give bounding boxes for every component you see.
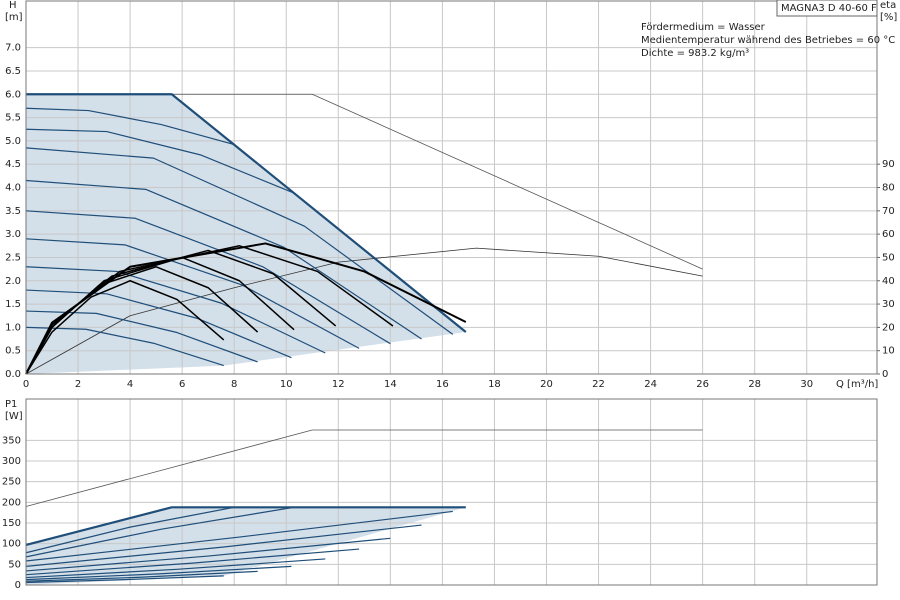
curve	[25, 266, 326, 354]
y-axis-unit: [m]	[5, 12, 23, 23]
operating-area	[26, 507, 466, 585]
x-tick-label: 30	[800, 379, 813, 390]
x-tick-label: 4	[127, 379, 133, 390]
y2-tick-label: 60	[882, 229, 895, 240]
plot-frame	[25, 0, 878, 375]
curve	[25, 506, 235, 554]
y-tick-label: 2.0	[5, 276, 21, 287]
y-tick-label: 0.0	[5, 369, 21, 380]
x-tick-label: 2	[75, 379, 81, 390]
x-tick-label: 14	[384, 379, 397, 390]
x-axis-label: Q [m³/h]	[836, 379, 878, 390]
y-tick-label: 0	[15, 580, 21, 591]
x-tick-label: 22	[592, 379, 605, 390]
y2-tick-label: 10	[882, 346, 895, 357]
x-tick-label: 12	[332, 379, 345, 390]
x-tick-label: 16	[436, 379, 449, 390]
y-axis-label: P1	[5, 399, 17, 410]
x-tick-label: 20	[540, 379, 553, 390]
y2-tick-label: 50	[882, 252, 895, 263]
title-box	[776, 0, 878, 17]
plot-frame	[25, 398, 878, 586]
y-tick-label: 7.0	[5, 43, 21, 54]
x-tick-label: 6	[179, 379, 185, 390]
annotation: Dichte = 983.2 kg/m³	[641, 48, 749, 59]
y-tick-label: 100	[2, 539, 21, 550]
curve	[25, 289, 292, 359]
y2-tick-label: 90	[882, 159, 895, 170]
y2-axis-unit: [%]	[880, 12, 897, 23]
curve	[25, 570, 258, 582]
curve	[25, 107, 235, 146]
annotation: Fördermedium = Wasser	[641, 22, 766, 33]
y-axis-unit: [W]	[5, 411, 23, 422]
curve	[25, 242, 467, 375]
curve	[25, 238, 360, 349]
y2-tick-label: 70	[882, 206, 895, 217]
y-tick-label: 350	[2, 435, 21, 446]
curve	[25, 147, 454, 335]
y-tick-label: 5.0	[5, 136, 21, 147]
y-tick-label: 300	[2, 456, 21, 467]
y-tick-label: 1.0	[5, 322, 21, 333]
curve	[25, 256, 295, 375]
curve	[25, 537, 391, 572]
curve	[25, 128, 295, 194]
y-tick-label: 4.5	[5, 159, 21, 170]
curve	[25, 310, 258, 363]
curve	[25, 524, 422, 567]
plot: 0 50 100 150 200 250 300 350	[2, 398, 878, 591]
curve	[25, 280, 225, 375]
y-tick-label: 50	[8, 559, 21, 570]
y2-tick-label: 40	[882, 276, 895, 287]
curve	[25, 247, 703, 375]
curve	[25, 565, 292, 581]
chart-title: MAGNA3 D 40-60 F	[781, 3, 877, 14]
curve	[25, 548, 360, 576]
y-tick-label: 3.5	[5, 206, 21, 217]
y2-tick-label: 20	[882, 322, 895, 333]
y-tick-label: 5.5	[5, 113, 21, 124]
x-tick-label: 8	[231, 379, 237, 390]
y-tick-label: 150	[2, 518, 21, 529]
y-tick-label: 4.0	[5, 183, 21, 194]
annotation: Medientemperatur während des Betriebes =…	[641, 35, 895, 46]
curve	[25, 429, 703, 507]
curve	[25, 506, 295, 558]
curve	[25, 506, 466, 546]
x-tick-label: 0	[23, 379, 29, 390]
curve	[25, 179, 422, 340]
x-tick-label: 24	[644, 379, 657, 390]
y-tick-label: 3.0	[5, 229, 21, 240]
x-tick-label: 10	[280, 379, 293, 390]
x-tick-label: 26	[696, 379, 709, 390]
curve	[25, 575, 224, 584]
y2-tick-label: 30	[882, 299, 895, 310]
y-tick-label: 2.5	[5, 252, 21, 263]
curve	[25, 510, 453, 562]
x-tick-label: 28	[748, 379, 761, 390]
y-tick-label: 0.5	[5, 346, 21, 357]
y2-tick-label: 80	[882, 183, 895, 194]
curve	[25, 210, 391, 345]
y-tick-label: 250	[2, 477, 21, 488]
y-tick-label: 6.5	[5, 66, 21, 77]
curve	[25, 558, 326, 579]
plot: 0 2 4 6 8 10 12 14 16 18 20 22 24 26 28 300.00.51.01.52…	[5, 0, 895, 390]
y-tick-label: 1.5	[5, 299, 21, 310]
y-tick-label: 6.0	[5, 89, 21, 100]
curve	[26, 93, 467, 333]
y-axis-label: H	[9, 0, 17, 11]
y-tick-label: 200	[2, 497, 21, 508]
y2-tick-label: 0	[882, 369, 888, 380]
y2-axis-label: eta	[880, 0, 896, 11]
x-tick-label: 18	[488, 379, 501, 390]
